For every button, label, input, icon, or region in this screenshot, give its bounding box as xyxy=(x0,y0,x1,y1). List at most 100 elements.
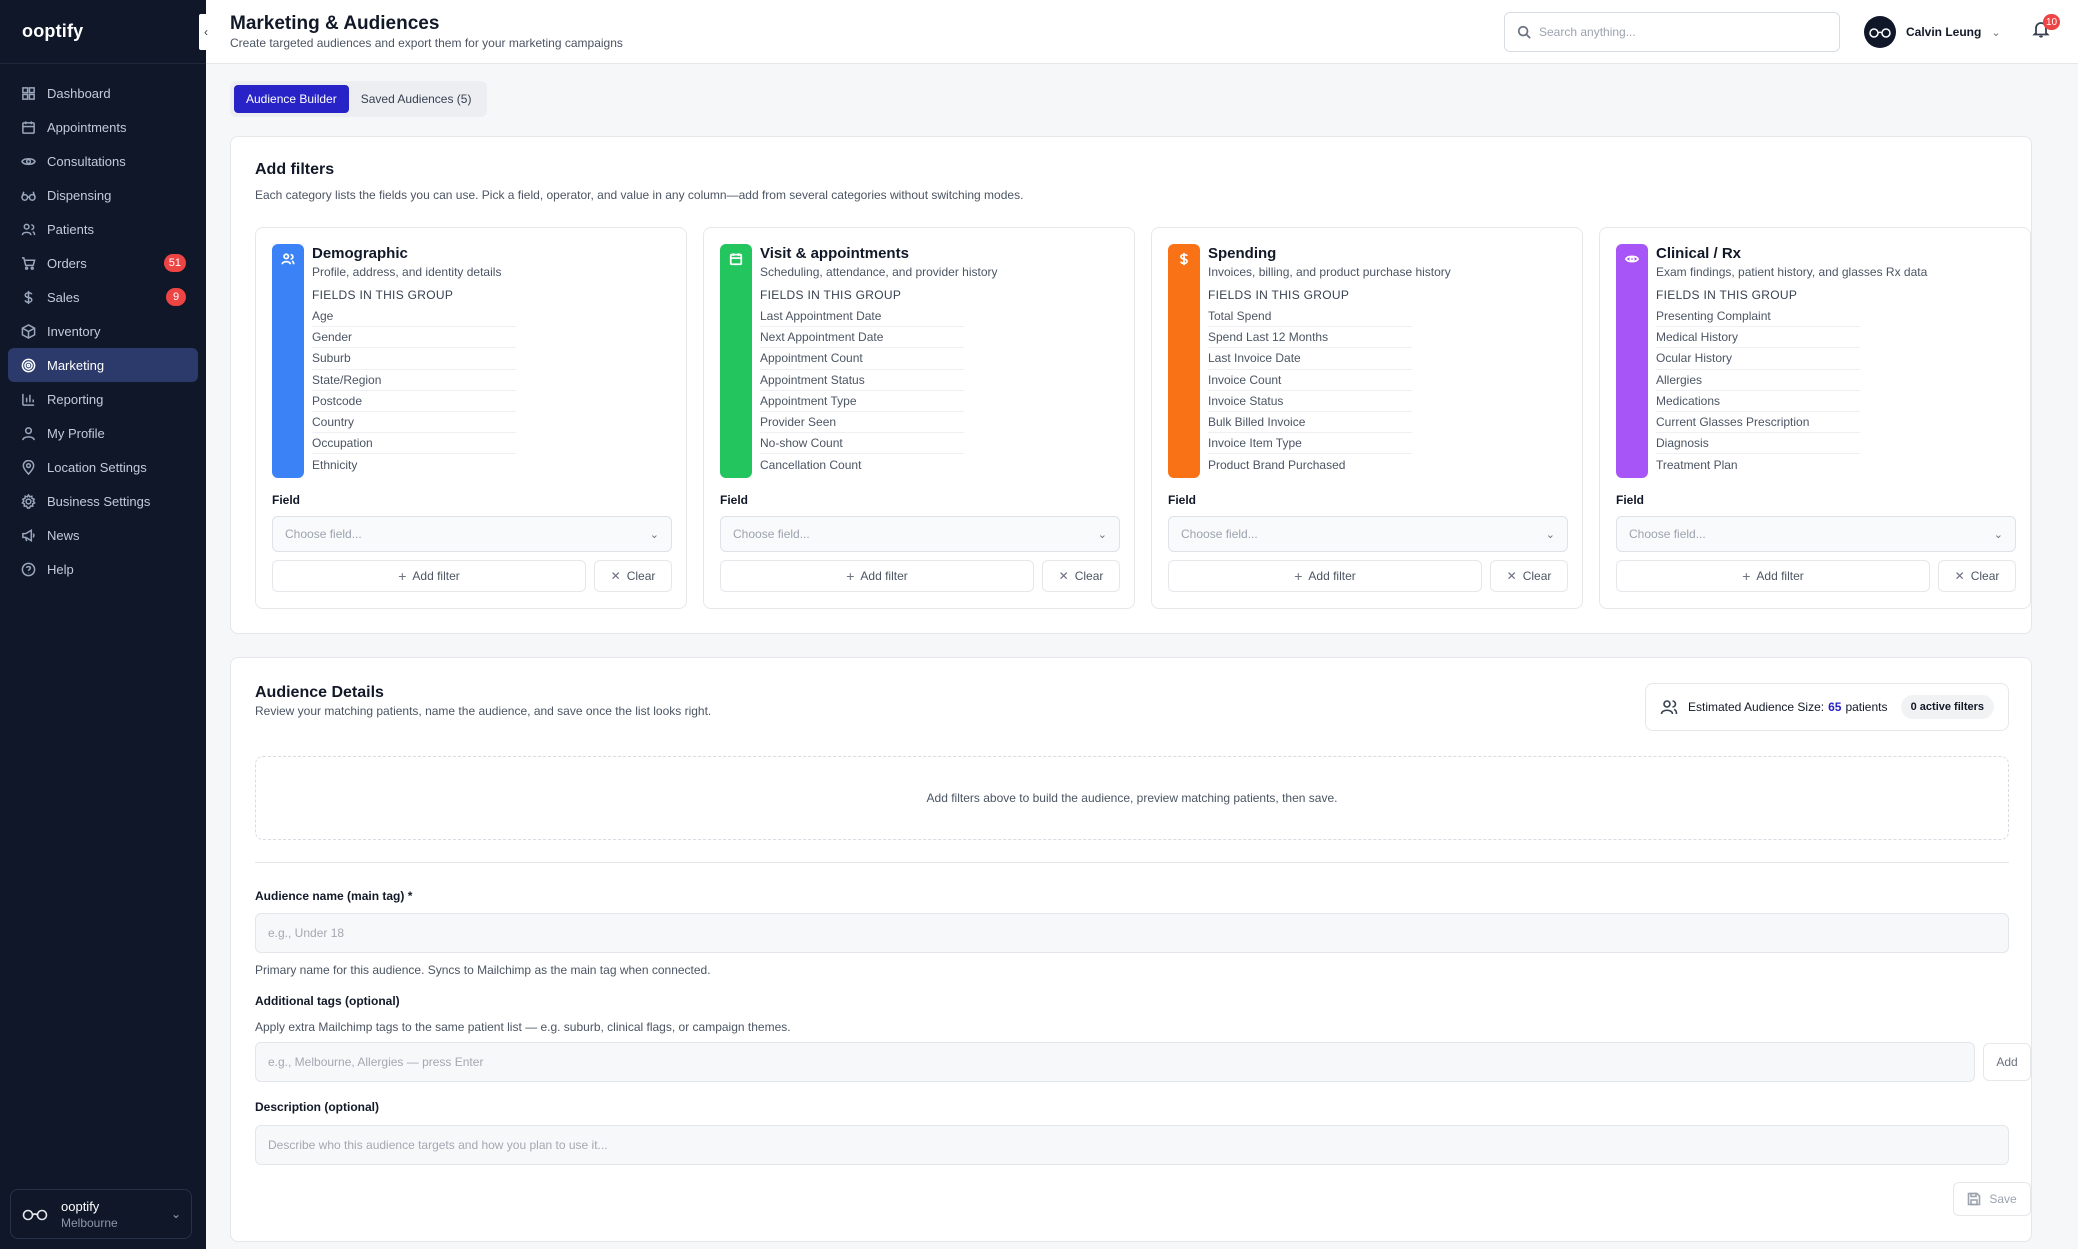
divider xyxy=(255,862,2009,863)
field-select[interactable]: Choose field... ⌄ xyxy=(1168,516,1568,552)
sidebar-item-news[interactable]: News xyxy=(8,518,198,552)
group-description: Invoices, billing, and product purchase … xyxy=(1208,265,1451,279)
close-icon: ✕ xyxy=(610,569,621,583)
add-filters-title: Add filters xyxy=(255,161,335,178)
sidebar-item-dashboard[interactable]: Dashboard xyxy=(8,76,198,110)
sidebar-item-reporting[interactable]: Reporting xyxy=(8,382,198,416)
list-item: Gender xyxy=(312,327,516,349)
add-filter-button[interactable]: + Add filter xyxy=(1168,560,1482,592)
glasses-icon xyxy=(22,1209,48,1221)
estimate-unit: patients xyxy=(1845,700,1888,714)
sidebar-item-consultations[interactable]: Consultations xyxy=(8,144,198,178)
clear-button[interactable]: ✕ Clear xyxy=(1938,560,2016,592)
group-field-list: Total Spend Spend Last 12 Months Last In… xyxy=(1208,306,1412,476)
eye-icon xyxy=(20,153,36,169)
group-description: Scheduling, attendance, and provider his… xyxy=(760,265,998,279)
target-icon xyxy=(20,357,36,373)
chevron-left-icon: ‹ xyxy=(204,25,208,39)
filter-group-spending: Spending Invoices, billing, and product … xyxy=(1151,227,1583,609)
org-switcher[interactable]: ooptify Melbourne ⌄ xyxy=(10,1189,192,1239)
list-item: Cancellation Count xyxy=(760,457,862,472)
group-title: Spending xyxy=(1208,245,1277,262)
user-menu[interactable]: Calvin Leung ⌄ xyxy=(1864,16,2001,48)
group-description: Profile, address, and identity details xyxy=(312,265,502,279)
field-label: Field xyxy=(272,493,301,507)
list-item: Product Brand Purchased xyxy=(1208,457,1346,472)
sidebar-item-marketing[interactable]: Marketing xyxy=(8,348,198,382)
list-item: Presenting Complaint xyxy=(1656,306,1860,328)
org-name: ooptify xyxy=(61,1198,100,1214)
audience-details-card: Audience Details Review your matching pa… xyxy=(230,657,2032,1242)
clear-label: Clear xyxy=(626,569,656,583)
sidebar-item-inventory[interactable]: Inventory xyxy=(8,314,198,348)
sidebar-item-dispensing[interactable]: Dispensing xyxy=(8,178,198,212)
sidebar-item-location-settings[interactable]: Location Settings xyxy=(8,450,198,484)
tab-audience-builder[interactable]: Audience Builder xyxy=(234,85,349,113)
sidebar-item-label: My Profile xyxy=(47,425,105,441)
save-icon xyxy=(1968,1192,1981,1206)
help-icon xyxy=(20,561,36,577)
search-icon xyxy=(1517,25,1531,39)
sidebar-nav: Dashboard Appointments Consultations Dis… xyxy=(0,64,206,586)
box-icon xyxy=(20,323,36,339)
field-select[interactable]: Choose field... ⌄ xyxy=(272,516,672,552)
audience-details-description: Review your matching patients, name the … xyxy=(255,704,712,718)
add-filter-button[interactable]: + Add filter xyxy=(1616,560,1930,592)
description-input[interactable] xyxy=(255,1125,2009,1165)
bar-chart-icon xyxy=(20,391,36,407)
users-icon xyxy=(20,221,36,237)
field-select[interactable]: Choose field... ⌄ xyxy=(1616,516,2016,552)
sidebar-item-appointments[interactable]: Appointments xyxy=(8,110,198,144)
add-filter-button[interactable]: + Add filter xyxy=(272,560,586,592)
group-color-bar xyxy=(720,244,752,478)
sidebar-item-help[interactable]: Help xyxy=(8,552,198,586)
sidebar-item-orders[interactable]: Orders 51 xyxy=(8,246,198,280)
clear-button[interactable]: ✕ Clear xyxy=(594,560,672,592)
list-item: Postcode xyxy=(312,391,516,412)
list-item: Ocular History xyxy=(1656,348,1860,370)
sidebar-item-label: Dispensing xyxy=(47,187,112,203)
group-fields-label: FIELDS IN THIS GROUP xyxy=(312,288,454,302)
sidebar-item-label: Dashboard xyxy=(47,85,111,101)
clear-button[interactable]: ✕ Clear xyxy=(1490,560,1568,592)
search-input[interactable] xyxy=(1539,25,1819,39)
list-item: Next Appointment Date xyxy=(760,327,964,349)
save-button[interactable]: Save xyxy=(1953,1182,2031,1216)
field-select[interactable]: Choose field... ⌄ xyxy=(720,516,1120,552)
sidebar-item-sales[interactable]: Sales 9 xyxy=(8,280,198,314)
add-filters-card: Add filters Each category lists the fiel… xyxy=(230,136,2032,634)
add-filter-button[interactable]: + Add filter xyxy=(720,560,1034,592)
sidebar-collapse-button[interactable]: ‹ xyxy=(199,14,213,50)
brand-logo[interactable]: ooptify xyxy=(0,0,206,64)
list-item: Provider Seen xyxy=(760,412,964,434)
list-item: State/Region xyxy=(312,370,516,391)
sidebar-item-my-profile[interactable]: My Profile xyxy=(8,416,198,450)
clear-label: Clear xyxy=(1522,569,1552,583)
add-tag-button[interactable]: Add xyxy=(1983,1043,2031,1081)
list-item: Spend Last 12 Months xyxy=(1208,327,1412,349)
empty-preview: Add filters above to build the audience,… xyxy=(255,756,2009,840)
global-search[interactable] xyxy=(1504,12,1840,52)
chevron-down-icon: ⌄ xyxy=(649,528,659,541)
clear-button[interactable]: ✕ Clear xyxy=(1042,560,1120,592)
chevron-down-icon: ⌄ xyxy=(1993,528,2003,541)
sidebar-item-label: Reporting xyxy=(47,391,104,407)
list-item: Allergies xyxy=(1656,370,1860,391)
page-title: Marketing & Audiences xyxy=(230,13,440,34)
sidebar-item-business-settings[interactable]: Business Settings xyxy=(8,484,198,518)
filter-group-visit-appointments: Visit & appointments Scheduling, attenda… xyxy=(703,227,1135,609)
filter-group-clinical-rx: Clinical / Rx Exam findings, patient his… xyxy=(1599,227,2031,609)
sidebar-item-patients[interactable]: Patients xyxy=(8,212,198,246)
list-item: Appointment Type xyxy=(760,391,964,412)
sidebar-item-label: News xyxy=(47,527,80,543)
clear-label: Clear xyxy=(1074,569,1104,583)
additional-tags-input[interactable] xyxy=(255,1042,1975,1082)
eye-icon xyxy=(1625,255,1639,263)
list-item: Invoice Item Type xyxy=(1208,433,1412,455)
add-filter-label: Add filter xyxy=(860,569,908,583)
sidebar-item-label: Help xyxy=(47,561,74,577)
tab-saved-audiences[interactable]: Saved Audiences (5) xyxy=(360,92,472,106)
audience-name-input[interactable] xyxy=(255,913,2009,953)
sidebar-item-label: Patients xyxy=(47,221,94,237)
close-icon: ✕ xyxy=(1058,569,1069,583)
